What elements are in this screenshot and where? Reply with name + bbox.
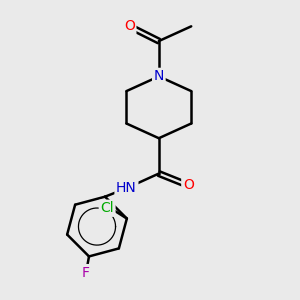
Text: O: O	[124, 19, 135, 33]
Text: N: N	[154, 69, 164, 83]
Text: Cl: Cl	[100, 201, 114, 215]
Text: O: O	[183, 178, 194, 192]
Text: F: F	[82, 266, 90, 280]
Text: HN: HN	[116, 181, 137, 195]
